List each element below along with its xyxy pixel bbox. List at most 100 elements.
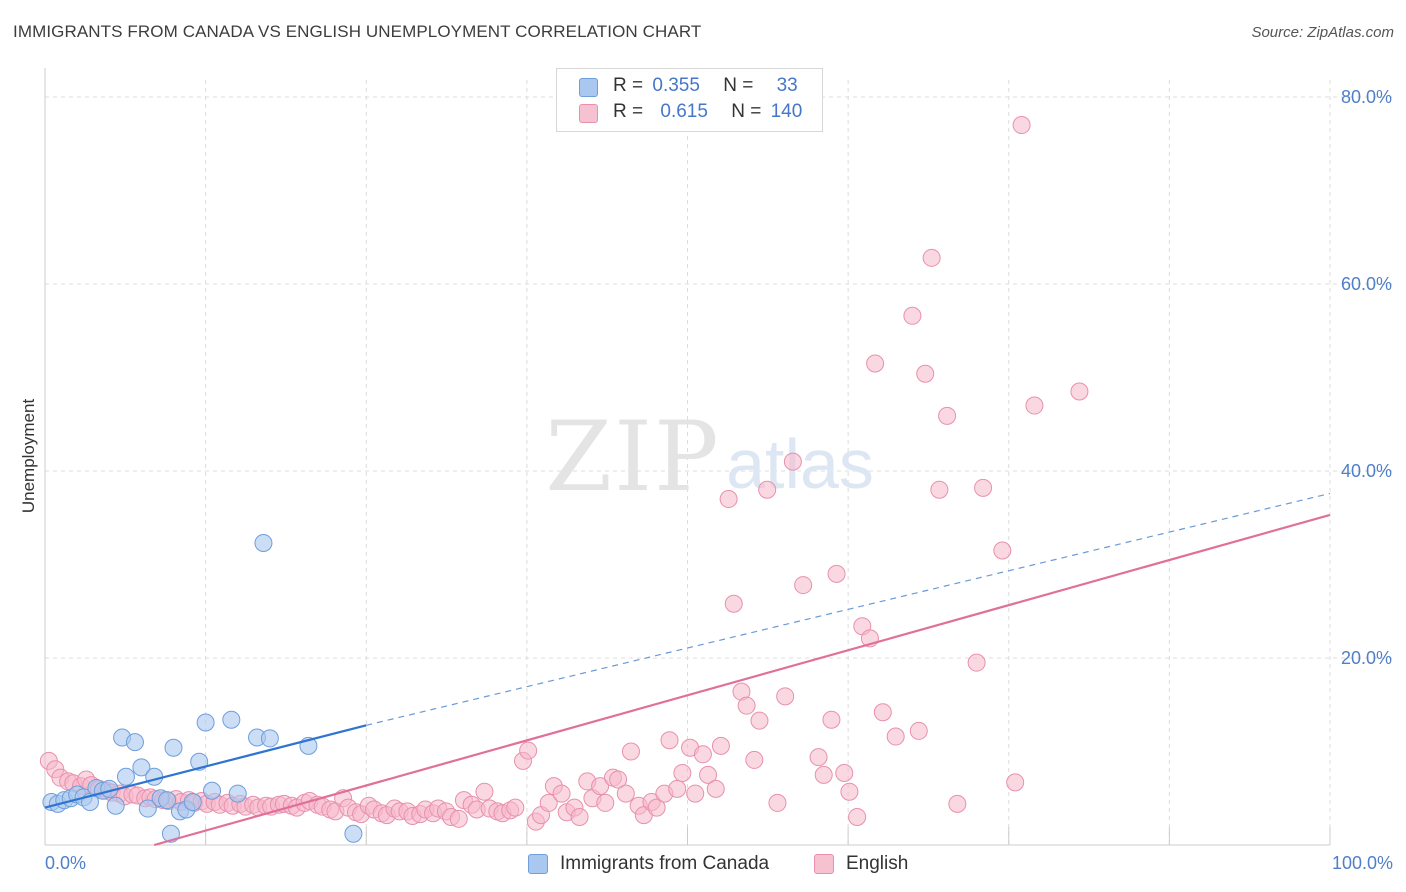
canada-point: [183, 792, 202, 811]
english-point: [647, 798, 666, 817]
english-point: [948, 794, 967, 813]
english-point: [840, 782, 859, 801]
bottom-legend-label-english: English: [846, 853, 909, 874]
english-point: [873, 703, 892, 722]
english-point: [776, 687, 795, 706]
legend: R = 0.355 N = 33 R = 0.615 N = 140: [556, 68, 823, 132]
chart-title: IMMIGRANTS FROM CANADA VS ENGLISH UNEMPL…: [13, 22, 702, 41]
canada-point: [254, 533, 273, 552]
y-axis-label: Unemployment: [19, 399, 38, 514]
legend-n-value: 140: [770, 101, 803, 122]
english-point: [750, 711, 769, 730]
english-point: [673, 764, 692, 783]
english-point: [475, 782, 494, 801]
english-point: [668, 779, 687, 798]
trend-lines: [44, 492, 1331, 847]
english-point: [686, 784, 705, 803]
english-point: [866, 354, 885, 373]
english-point: [974, 478, 993, 497]
legend-r-label: R =: [613, 75, 644, 96]
english-point: [822, 710, 841, 729]
canada-point: [116, 767, 135, 786]
canada-points: [42, 533, 363, 843]
english-point: [621, 742, 640, 761]
english-point: [539, 793, 558, 812]
canada-point: [260, 729, 279, 748]
english-point: [506, 798, 525, 817]
legend-n-label: N =: [723, 75, 754, 96]
legend-swatch-english: [579, 104, 598, 123]
canada-point: [228, 784, 247, 803]
english-point: [609, 770, 628, 789]
canada-point: [132, 758, 151, 777]
watermark: ZIP atlas: [545, 401, 874, 513]
tick-labels: 20.0% 40.0% 60.0% 80.0% 0.0% 100.0%: [45, 87, 1393, 873]
legend-n-value: 33: [776, 75, 798, 96]
english-point: [706, 779, 725, 798]
legend-r-value: 0.355: [652, 75, 700, 96]
canada-point: [138, 799, 157, 818]
bottom-legend-label-canada: Immigrants from Canada: [560, 853, 770, 874]
y-tick-label: 60.0%: [1341, 274, 1392, 294]
canada-trend-extension: [366, 492, 1331, 726]
grid: [45, 80, 1392, 845]
english-point: [1070, 382, 1089, 401]
english-point: [660, 731, 679, 750]
english-point: [848, 807, 867, 826]
x-tick-label: 100.0%: [1332, 853, 1393, 873]
english-point: [449, 809, 468, 828]
y-tick-label: 20.0%: [1341, 648, 1392, 668]
source-label: Source: ZipAtlas.com: [1251, 24, 1394, 41]
canada-point: [344, 824, 363, 843]
watermark-zip: ZIP: [545, 401, 720, 513]
canada-point: [158, 791, 177, 810]
legend-swatch-canada: [579, 78, 598, 97]
english-point: [916, 364, 935, 383]
english-point: [711, 736, 730, 755]
english-point: [724, 594, 743, 613]
canada-point: [203, 781, 222, 800]
english-points: [39, 116, 1089, 831]
canada-point: [145, 767, 164, 786]
english-point: [909, 721, 928, 740]
english-point: [903, 306, 922, 325]
english-point: [693, 745, 712, 764]
english-point: [737, 696, 756, 715]
english-point: [835, 764, 854, 783]
english-point: [616, 784, 635, 803]
english-point: [938, 406, 957, 425]
english-point: [783, 452, 802, 471]
english-point: [794, 576, 813, 595]
english-point: [827, 564, 846, 583]
english-trend-line: [153, 513, 1331, 847]
english-point: [570, 807, 589, 826]
legend-r-label: R =: [613, 101, 644, 122]
english-point: [809, 748, 828, 767]
english-point: [719, 490, 738, 509]
english-point: [768, 793, 787, 812]
english-point: [930, 480, 949, 499]
english-point: [814, 765, 833, 784]
english-point: [745, 750, 764, 769]
y-tick-label: 40.0%: [1341, 461, 1392, 481]
english-point: [596, 793, 615, 812]
english-point: [1025, 396, 1044, 415]
canada-point: [196, 713, 215, 732]
legend-n-label: N =: [731, 101, 762, 122]
english-point: [922, 248, 941, 267]
english-point: [591, 777, 610, 796]
canada-point: [164, 738, 183, 757]
bottom-legend-swatch-canada: [528, 854, 548, 874]
x-tick-label: 0.0%: [45, 853, 86, 873]
english-point: [1012, 116, 1031, 135]
canada-point: [106, 796, 125, 815]
canada-point: [222, 710, 241, 729]
english-point: [552, 784, 571, 803]
english-point: [699, 765, 718, 784]
canada-trend-line: [44, 724, 367, 809]
english-point: [519, 741, 538, 760]
english-point: [886, 727, 905, 746]
english-point: [1006, 773, 1025, 792]
canada-point: [125, 733, 144, 752]
